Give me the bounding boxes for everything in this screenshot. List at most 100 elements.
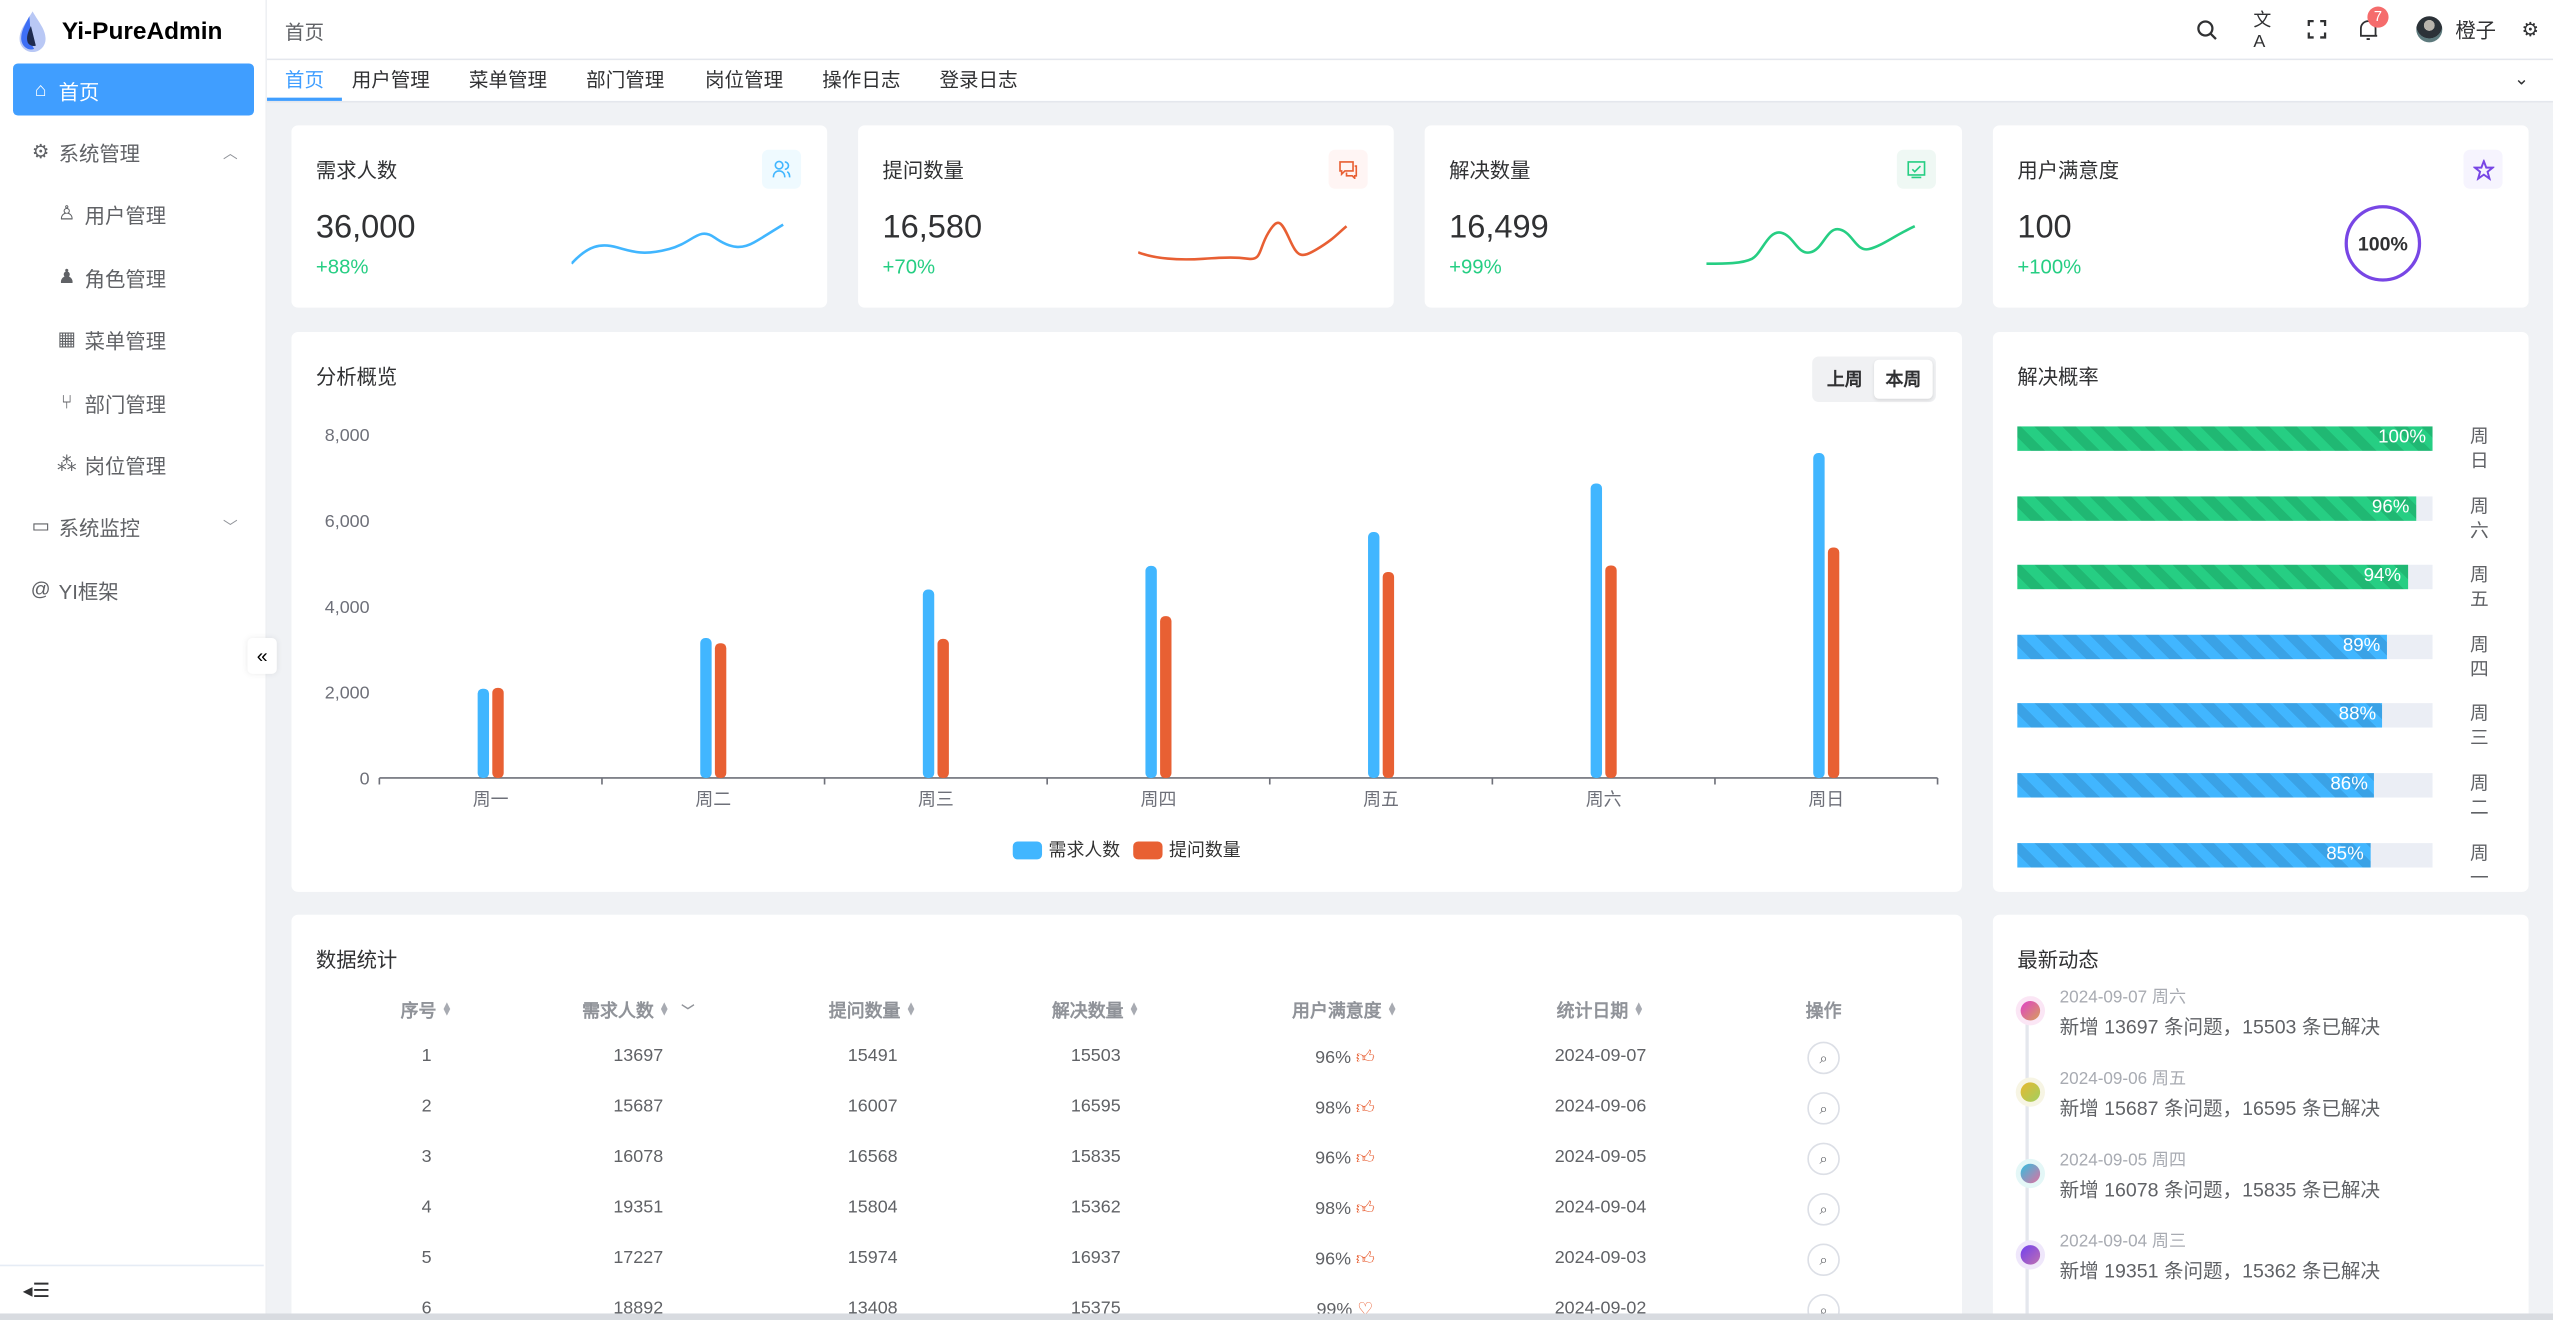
column-header[interactable]: 提问数量 ▲ ▼ [829,998,917,1024]
sidebar-item-monitor[interactable]: ▭ 系统监控 ﹀ [13,500,254,552]
user-icon: ♙ [57,201,76,225]
cell-value: 5 [421,1248,432,1268]
view-button[interactable]: ⌕ [1807,1092,1840,1125]
bar-questions[interactable] [1160,616,1172,778]
bar-demand[interactable] [922,589,935,778]
tab-menus[interactable]: 菜单管理 [468,68,548,92]
legend-label[interactable]: 需求人数 [1049,840,1121,860]
legend-label[interactable]: 提问数量 [1169,840,1241,860]
table-cell: ⌕ [1807,1293,1840,1320]
sidebar-item-posts[interactable]: ⁂ 岗位管理 [13,438,254,490]
cell-value: 96% [1315,1249,1352,1269]
progress-fill: 89% [2017,634,2387,659]
table-cell: 17227 [613,1248,663,1268]
this-week-button[interactable]: 本周 [1874,359,1933,399]
breadcrumb[interactable]: 首页 [284,21,325,44]
sidebar-item-yi-framework[interactable]: @ YI框架 [13,563,254,615]
bar-demand[interactable] [1368,532,1380,778]
timeline-text: 新增 13697 条问题，15503 条已解决 [2059,1015,2381,1039]
settings-gear-icon[interactable]: ⚙ [2521,17,2539,41]
column-header[interactable]: 序号 ▲ ▼ [401,998,453,1024]
search-icon[interactable] [2192,15,2221,44]
tab-operation-log[interactable]: 操作日志 [822,68,901,92]
timeline-title: 最新动态 [2017,948,2099,972]
y-tick-label: 8,000 [325,425,370,445]
thumbs-up-icon: 👍︎ [1355,1098,1375,1119]
progress-track: 85% [2017,842,2433,867]
tab-users[interactable]: 用户管理 [351,68,430,92]
cell-value: 6 [421,1298,432,1319]
view-button[interactable]: ⌕ [1807,1193,1840,1226]
filter-chevron-icon[interactable]: ﹀ [681,1003,695,1019]
sort-caret-icon[interactable]: ▲ ▼ [905,1000,917,1019]
sort-caret-icon[interactable]: ▲ ▼ [1633,1000,1645,1019]
last-week-button[interactable]: 上周 [1826,371,1863,391]
sidebar-item-label: 首页 [58,80,100,104]
sort-caret-icon[interactable]: ▲ ▼ [658,1000,670,1019]
sidebar-item-menus[interactable]: ▦ 菜单管理 [13,312,254,364]
column-header[interactable]: 统计日期 ▲ ▼ [1557,998,1645,1024]
table-cell: 16937 [1071,1248,1121,1268]
logo[interactable]: Yi-PureAdmin [16,10,222,53]
progress-track: 100% [2017,426,2433,451]
bar-questions[interactable] [1605,565,1617,778]
table-cell: 16007 [848,1097,898,1117]
sidebar-item-home[interactable]: ⌂ 首页 [13,63,254,116]
table-cell: 2024-09-07 [1555,1047,1647,1067]
column-header[interactable]: 用户满意度 ▲ ▼ [1292,998,1398,1024]
progress-day: 周四 [2469,636,2489,681]
table-cell: 15503 [1071,1047,1121,1067]
bar-demand[interactable] [1590,483,1603,778]
table-cell: 6 [422,1299,432,1319]
progress-day: 周五 [2469,566,2489,611]
sidebar-item-system[interactable]: ⚙ 系统管理 ︿ [13,125,254,177]
cell-value: 2024-09-07 [1554,1046,1647,1067]
progress-row: 100% 周日 [2017,426,2505,472]
fullscreen-icon[interactable] [2302,15,2331,44]
sidebar-item-departments[interactable]: ⑂ 部门管理 [13,376,254,428]
progress-fill: 86% [2017,773,2375,798]
view-button[interactable]: ⌕ [1807,1142,1840,1176]
sidebar-toggle-button[interactable]: ◂☰ [0,1264,264,1314]
column-header-label: 操作 [1805,1002,1842,1023]
search-icon: ⌕ [1819,1149,1828,1167]
collapse-sidebar-button[interactable]: « [247,638,277,674]
sort-caret-icon[interactable]: ▲ ▼ [1128,1000,1140,1019]
x-tick-label: 周四 [1141,790,1177,810]
tab-departments[interactable]: 部门管理 [586,68,665,92]
tab-posts[interactable]: 岗位管理 [705,68,784,92]
tab-login-log[interactable]: 登录日志 [939,68,1018,92]
sidebar-item-roles[interactable]: ♟ 角色管理 [13,251,254,303]
chevron-down-icon: ﹀ [223,518,238,535]
tab-home[interactable]: 首页 [267,60,342,101]
bar-questions[interactable] [714,643,727,778]
horizontal-scrollbar[interactable] [0,1313,2553,1320]
translate-icon[interactable]: 文A [2253,11,2272,53]
bar-questions[interactable] [937,638,949,778]
tags-dropdown-chevron-icon[interactable]: ⌄ [2513,69,2529,90]
sidebar-item-label: YI框架 [58,580,119,604]
bar-demand[interactable] [477,688,490,778]
bar-demand[interactable] [1145,565,1157,778]
view-button[interactable]: ⌕ [1807,1041,1840,1075]
bar-questions[interactable] [492,687,504,778]
sidebar-item-users[interactable]: ♙ 用户管理 [13,187,254,239]
sort-caret-icon[interactable]: ▲ ▼ [441,1000,453,1019]
bar-demand[interactable] [700,638,712,778]
bar-demand[interactable] [1813,453,1825,778]
cell-value: 16937 [1070,1248,1121,1268]
y-tick-label: 0 [360,769,370,789]
sort-caret-icon[interactable]: ▲ ▼ [1386,1000,1398,1019]
thumbs-up-icon: 👍︎ [1355,1199,1375,1220]
bar-questions[interactable] [1382,571,1395,778]
sidebar-item-label: 系统管理 [58,142,141,166]
view-button[interactable]: ⌕ [1807,1293,1840,1320]
view-button[interactable]: ⌕ [1807,1243,1840,1277]
table-cell: 96% 👍︎ [1315,1248,1374,1269]
bar-questions[interactable] [1827,547,1840,778]
timeline-date: 2024-09-04 周三 [2059,1232,2187,1252]
column-header[interactable]: 需求人数 ▲ ▼ ﹀ [582,998,694,1024]
user-menu[interactable]: 橙子 [2416,13,2496,44]
column-header[interactable]: 解决数量 ▲ ▼ [1052,998,1140,1024]
progress-fill: 100% [2017,426,2433,451]
